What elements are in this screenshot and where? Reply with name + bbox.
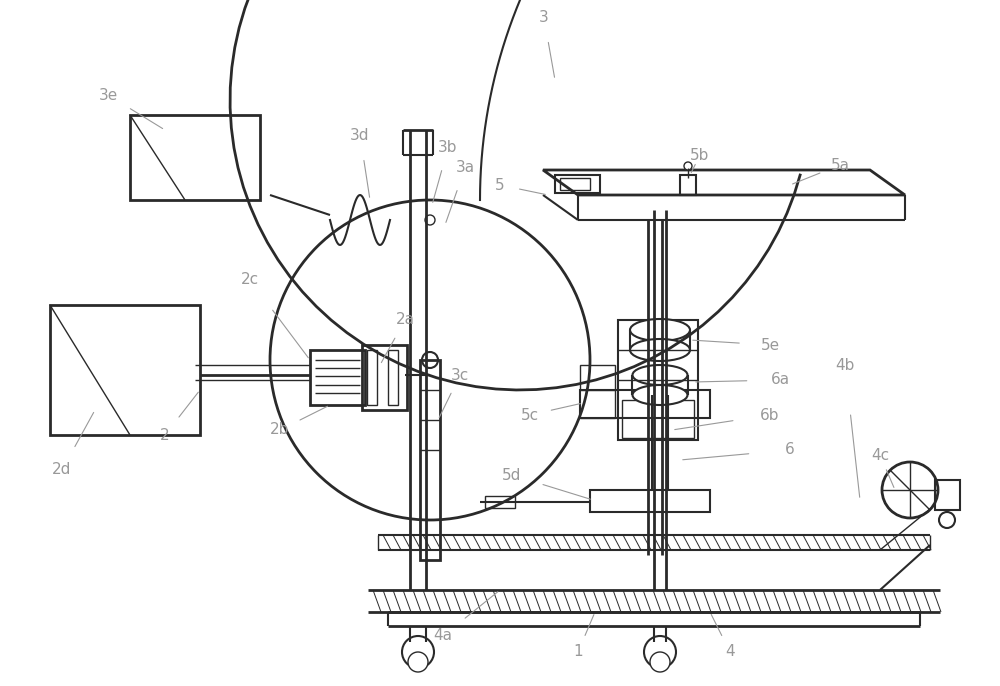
Text: 5e: 5e (760, 338, 780, 353)
Text: 3c: 3c (451, 368, 469, 383)
Bar (50, 305, 200, 435)
Bar (130, 115, 260, 200)
Ellipse shape (633, 365, 688, 385)
Circle shape (644, 636, 676, 668)
Text: 3: 3 (539, 10, 549, 25)
Text: 2a: 2a (396, 313, 415, 327)
Ellipse shape (630, 319, 690, 341)
Bar (622, 400, 694, 438)
Polygon shape (543, 170, 905, 195)
Ellipse shape (633, 385, 688, 405)
Bar (362, 345, 407, 410)
Bar (935, 480, 960, 510)
Text: 3a: 3a (455, 161, 475, 176)
Text: 6a: 6a (770, 372, 790, 388)
Bar (680, 175, 696, 195)
Circle shape (684, 162, 692, 170)
Bar (580, 365, 615, 390)
Ellipse shape (630, 339, 690, 361)
Text: 5c: 5c (521, 407, 539, 423)
Bar (388, 350, 398, 405)
Bar (310, 350, 365, 405)
Bar (618, 320, 698, 440)
Circle shape (402, 636, 434, 668)
Text: 2c: 2c (241, 272, 259, 287)
Text: 2b: 2b (270, 423, 290, 438)
Text: 5a: 5a (830, 158, 850, 172)
Text: 2: 2 (160, 427, 170, 442)
Text: 2d: 2d (52, 462, 72, 477)
Bar (590, 490, 710, 512)
Circle shape (882, 462, 938, 518)
Text: 5: 5 (495, 178, 505, 193)
Text: 5b: 5b (690, 147, 710, 163)
Circle shape (270, 200, 590, 520)
Circle shape (425, 215, 435, 225)
Bar (555, 175, 600, 193)
Text: 4: 4 (725, 645, 735, 659)
Text: 5d: 5d (502, 467, 522, 482)
Bar (580, 390, 710, 418)
Bar (560, 178, 590, 190)
Circle shape (939, 512, 955, 528)
Bar (367, 350, 377, 405)
Text: 1: 1 (573, 645, 583, 659)
Text: 4a: 4a (434, 628, 452, 643)
Text: 3d: 3d (350, 128, 370, 143)
Circle shape (408, 652, 428, 672)
Circle shape (422, 352, 438, 368)
Text: 4b: 4b (835, 357, 855, 372)
Bar (485, 496, 515, 508)
Text: 6b: 6b (760, 407, 780, 423)
Bar (420, 360, 440, 560)
Text: 3e: 3e (98, 88, 118, 102)
Text: 4c: 4c (871, 447, 889, 462)
Circle shape (650, 652, 670, 672)
Text: 3b: 3b (438, 141, 458, 156)
Text: 6: 6 (785, 442, 795, 458)
